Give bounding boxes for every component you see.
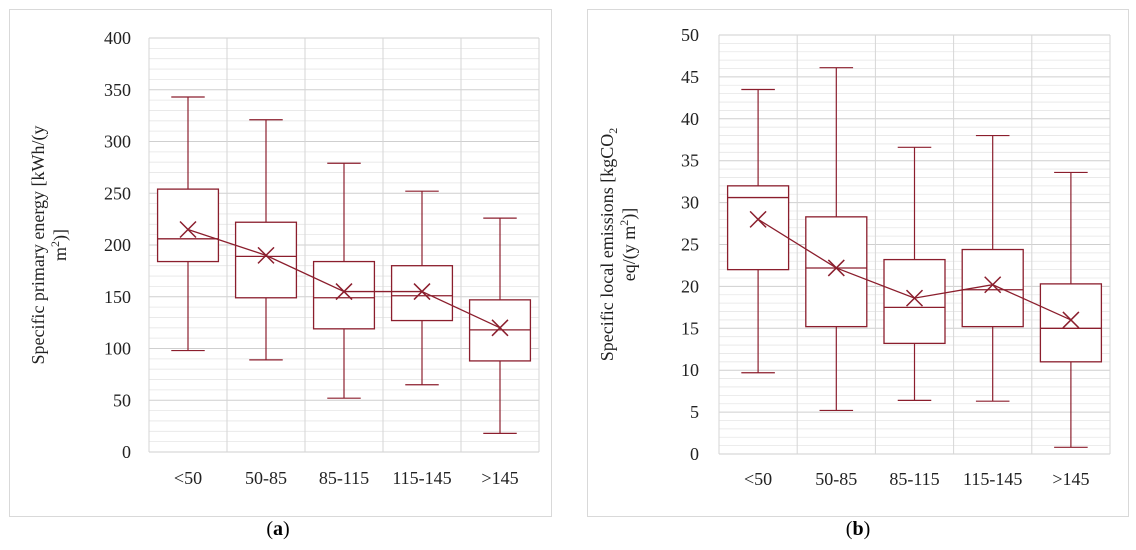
- y-tick-label: 20: [681, 276, 699, 296]
- y-tick-label: 30: [681, 193, 699, 213]
- y-tick-label: 100: [104, 339, 131, 359]
- box->145: [1039, 171, 1103, 448]
- mean-marker: [827, 259, 845, 277]
- mean-marker: [491, 319, 509, 337]
- y-tick-label: 150: [104, 287, 131, 307]
- box-<50: [726, 88, 790, 374]
- y-tick-label: 40: [681, 109, 699, 129]
- x-category-label: 50-85: [815, 469, 857, 489]
- mean-marker: [179, 220, 197, 239]
- mean-marker: [335, 283, 353, 301]
- y-tick-label: 300: [104, 132, 131, 152]
- y-tick-label: 0: [690, 444, 699, 464]
- y-axis-label: Specific local emissions [kgCO2eq/(y m2)…: [597, 128, 640, 361]
- box-115-145: [390, 190, 454, 386]
- y-axis-label-end: )]: [619, 208, 640, 220]
- mean-marker: [1062, 311, 1080, 329]
- mean-marker: [413, 283, 431, 301]
- y-tick-label: 45: [681, 67, 699, 87]
- x-category-label: <50: [744, 469, 772, 489]
- panel-caption-a: (a): [266, 518, 290, 540]
- y-axis-label-superscript: 2: [617, 220, 631, 226]
- mean-marker-stroke: [1062, 311, 1080, 329]
- y-axis-label-end: )]: [50, 229, 71, 241]
- mean-marker-stroke: [335, 283, 353, 301]
- y-tick-label: 400: [104, 28, 131, 48]
- mean-marker-stroke: [905, 289, 924, 307]
- x-category-label: 85-115: [889, 469, 939, 489]
- y-axis-label-line2: eq/(y m: [619, 226, 640, 282]
- y-tick-label: 35: [681, 151, 699, 171]
- mean-marker: [749, 210, 767, 228]
- iqr-box: [726, 185, 790, 271]
- mean-marker-stroke: [984, 276, 1002, 294]
- box-85-115: [883, 146, 946, 401]
- chart-a: 0 50 100 150 200 250 300 350 400 <50 50-85 85-115 11…: [28, 28, 540, 488]
- y-tick-label: 250: [104, 183, 131, 203]
- iqr-box: [234, 221, 298, 299]
- x-category-label: 50-85: [245, 468, 287, 488]
- box->145: [468, 217, 532, 434]
- mean-marker: [905, 289, 924, 307]
- box-50-85: [805, 67, 868, 412]
- x-category-label: 85-115: [319, 468, 369, 488]
- box-50-85: [234, 119, 298, 361]
- x-category-label: 115-145: [963, 469, 1022, 489]
- iqr-box: [390, 265, 454, 322]
- box-85-115: [312, 162, 376, 399]
- y-axis-label-line1: Specific primary energy [kWh/(y: [28, 125, 49, 364]
- y-axis-label-line2: m: [50, 247, 70, 261]
- y-tick-label: 50: [681, 25, 699, 45]
- iqr-box: [805, 216, 868, 328]
- mean-marker-stroke: [491, 319, 509, 337]
- y-tick-label: 200: [104, 235, 131, 255]
- chart-b: 0 5 10 15 20 25 30 35 40 45 50 <50 50-85 85-115 115-14…: [597, 25, 1111, 489]
- box-<50: [156, 96, 220, 352]
- mean-marker-stroke: [413, 283, 431, 301]
- y-axis-label: Specific primary energy [kWh/(y m2)]: [28, 125, 71, 364]
- y-axis-label-line1: Specific local emissions [kgCO: [597, 134, 617, 361]
- box-115-145: [961, 134, 1024, 402]
- y-tick-label: 10: [681, 360, 699, 380]
- mean-marker-stroke: [179, 220, 197, 239]
- x-category-label: <50: [174, 468, 202, 488]
- mean-marker: [257, 246, 275, 264]
- mean-marker-stroke: [749, 210, 767, 228]
- panel-caption-b: (b): [845, 518, 871, 540]
- iqr-box: [312, 260, 376, 330]
- iqr-box: [1039, 283, 1103, 363]
- y-axis-label-superscript: 2: [48, 241, 62, 247]
- y-tick-label: 0: [122, 442, 131, 462]
- x-category-label: >145: [1052, 469, 1089, 489]
- iqr-box: [883, 258, 946, 345]
- y-axis-label-subscript: 2: [606, 128, 620, 134]
- mean-marker-stroke: [257, 246, 275, 264]
- x-category-label: >145: [481, 468, 518, 488]
- x-category-label: 115-145: [392, 468, 451, 488]
- y-tick-label: 15: [681, 318, 699, 338]
- y-tick-label: 5: [690, 402, 699, 422]
- iqr-box: [156, 188, 220, 263]
- y-tick-label: 350: [104, 80, 131, 100]
- mean-marker-stroke: [827, 259, 845, 277]
- y-tick-label: 25: [681, 235, 699, 255]
- mean-marker: [984, 276, 1002, 294]
- y-tick-label: 50: [113, 390, 131, 410]
